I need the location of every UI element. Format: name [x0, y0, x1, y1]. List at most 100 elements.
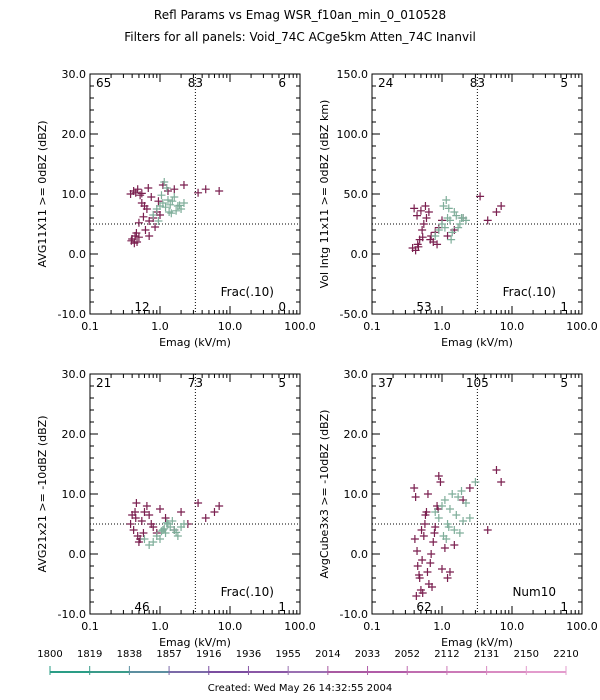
data-point: [161, 529, 170, 537]
data-point: [492, 208, 501, 216]
count-top-mid: 105: [466, 376, 489, 390]
data-point: [424, 208, 433, 216]
data-point: [440, 496, 449, 504]
data-point: [165, 208, 174, 216]
data-point: [154, 197, 163, 206]
data-point: [444, 204, 453, 213]
x-tick-label: 1.0: [151, 620, 169, 633]
data-point: [445, 568, 454, 576]
count-top-mid: 83: [188, 76, 203, 90]
x-tick-label: 0.1: [363, 320, 381, 333]
data-point: [168, 517, 177, 525]
data-point: [457, 487, 466, 495]
panel-annotation: Frac(.10): [503, 285, 556, 299]
data-point: [431, 508, 440, 516]
data-point: [471, 478, 480, 486]
data-point: [436, 478, 445, 486]
data-point: [440, 544, 449, 552]
data-point: [423, 568, 432, 576]
y-tick-label: -10.0: [58, 308, 86, 321]
data-point: [132, 499, 141, 507]
data-point: [410, 484, 419, 492]
x-tick-label: 10.0: [218, 320, 243, 333]
data-point: [147, 193, 156, 201]
data-point: [145, 541, 154, 549]
data-point: [419, 532, 428, 540]
data-point: [434, 472, 443, 480]
x-axis-label: Emag (kV/m): [159, 336, 231, 349]
panel-1: 0.1 1.0 10.0 100.0 -10.0 0.0 10.0 20.0 30.0 Emag …: [36, 68, 316, 349]
data-point: [418, 226, 427, 234]
data-point: [476, 192, 485, 201]
data-point: [134, 538, 143, 546]
y-axis-label: Vol Intg 11x11 >= 0dBZ (dBZ km): [318, 100, 331, 289]
data-point: [465, 514, 474, 522]
data-point: [431, 523, 440, 531]
y-tick-label: 20.0: [62, 128, 87, 141]
colorbar-tick-label: 2052: [395, 649, 420, 660]
data-point: [438, 502, 446, 510]
data-point: [140, 508, 149, 516]
count-bottom-right: 0: [278, 300, 286, 314]
data-point: [450, 208, 459, 216]
x-tick-label: 0.1: [81, 320, 99, 333]
data-point: [133, 185, 142, 194]
data-point: [426, 235, 435, 244]
x-tick-label: 100.0: [284, 620, 316, 633]
data-point: [145, 511, 154, 519]
data-point: [166, 523, 175, 531]
data-point: [416, 206, 425, 215]
panel-4: 0.1 1.0 10.0 100.0 -10.0 0.0 10.0 20.0 30.0 Emag …: [318, 368, 598, 649]
y-axis-label: AVG11X11 >= 0dBZ (dBZ): [36, 120, 49, 267]
data-point: [160, 178, 169, 186]
data-point: [215, 502, 224, 510]
data-point: [179, 199, 188, 207]
count-top-right: 5: [560, 76, 568, 90]
colorbar-tick-label: 1936: [236, 649, 261, 660]
data-point: [428, 583, 437, 591]
data-point: [151, 223, 160, 231]
data-point: [452, 511, 461, 519]
data-point: [410, 204, 419, 213]
y-tick-label: 0.0: [69, 548, 87, 561]
y-tick-label: 10.0: [62, 188, 87, 201]
data-point: [465, 484, 474, 492]
data-point: [434, 514, 443, 522]
data-point: [429, 538, 438, 546]
data-point: [215, 187, 224, 195]
x-tick-label: 100.0: [284, 320, 316, 333]
data-point: [420, 520, 429, 528]
data-point: [413, 547, 422, 555]
y-tick-label: 20.0: [62, 428, 87, 441]
data-point: [455, 529, 464, 537]
data-point: [414, 242, 423, 251]
y-tick-label: 30.0: [62, 68, 87, 81]
data-point: [461, 499, 470, 507]
data-point: [129, 526, 138, 534]
data-point: [170, 193, 179, 201]
data-point: [162, 184, 171, 192]
data-point: [139, 212, 148, 221]
data-point: [448, 228, 457, 237]
y-axis-label: AVG21x21 >= -10dBZ (dBZ): [36, 416, 49, 573]
data-point: [415, 571, 424, 579]
data-point: [156, 505, 164, 513]
panel-annotation: Frac(.10): [221, 585, 274, 599]
data-point: [144, 184, 153, 192]
data-point: [194, 499, 203, 507]
count-top-right: 5: [560, 376, 568, 390]
data-point: [423, 490, 432, 498]
data-point: [443, 574, 452, 582]
count-top-left: 21: [96, 376, 111, 390]
data-point: [442, 535, 451, 543]
x-tick-label: 1.0: [433, 620, 451, 633]
data-point: [179, 520, 188, 528]
panel-annotation: Num10: [512, 585, 556, 599]
y-tick-label: 0.0: [69, 248, 87, 261]
data-point: [170, 185, 179, 194]
data-point: [497, 202, 506, 210]
data-point: [445, 216, 454, 225]
data-point: [411, 493, 420, 501]
data-point: [175, 201, 184, 210]
panel-3: 0.1 1.0 10.0 100.0 -10.0 0.0 10.0 20.0 30.0 Emag …: [36, 368, 316, 649]
